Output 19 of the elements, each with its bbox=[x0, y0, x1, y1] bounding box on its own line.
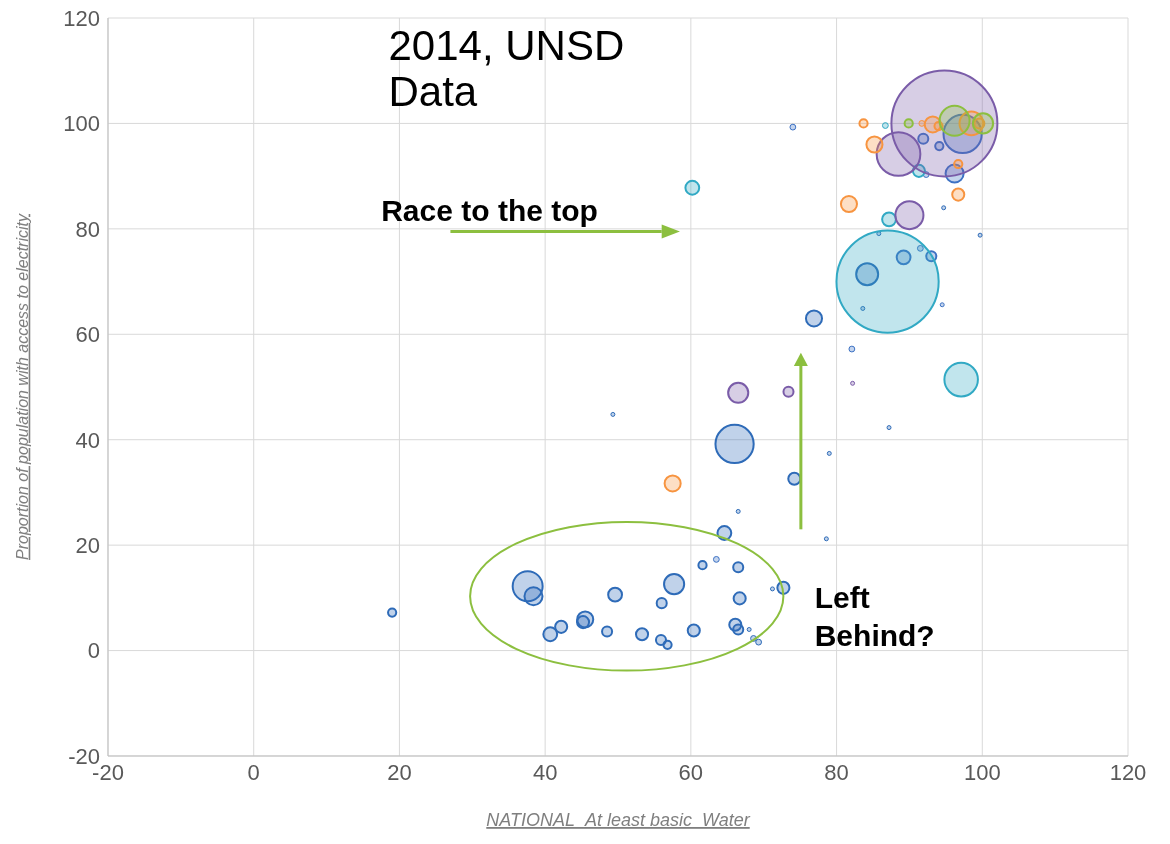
y-axis-title: Proportion of population with access to electricity bbox=[13, 213, 31, 560]
x-axis-title: NATIONAL_At least basic_Water bbox=[486, 810, 751, 830]
y-tick-label: 80 bbox=[75, 216, 100, 242]
text: 2014, UNSD Data bbox=[388, 22, 626, 116]
x-tick-label: 100 bbox=[963, 759, 1001, 785]
y-tick-label: 100 bbox=[63, 111, 100, 137]
x-tick-label: 60 bbox=[678, 759, 704, 785]
x-tick-label: 80 bbox=[824, 759, 849, 785]
x-tick-label: 20 bbox=[387, 759, 412, 785]
x-tick-label: 0 bbox=[247, 759, 260, 785]
x-tick-label: 40 bbox=[532, 759, 558, 785]
annotation: Race to the top bbox=[381, 192, 598, 229]
annotation: Left Behind? bbox=[814, 580, 936, 655]
y-tick-label: 20 bbox=[75, 532, 100, 558]
y-tick-label: 0 bbox=[87, 638, 100, 664]
x-tick-label: 120 bbox=[1109, 759, 1147, 785]
y-tick-label: 40 bbox=[75, 427, 100, 453]
y-tick-label: 60 bbox=[75, 322, 100, 348]
y-tick-label: 120 bbox=[63, 5, 100, 31]
